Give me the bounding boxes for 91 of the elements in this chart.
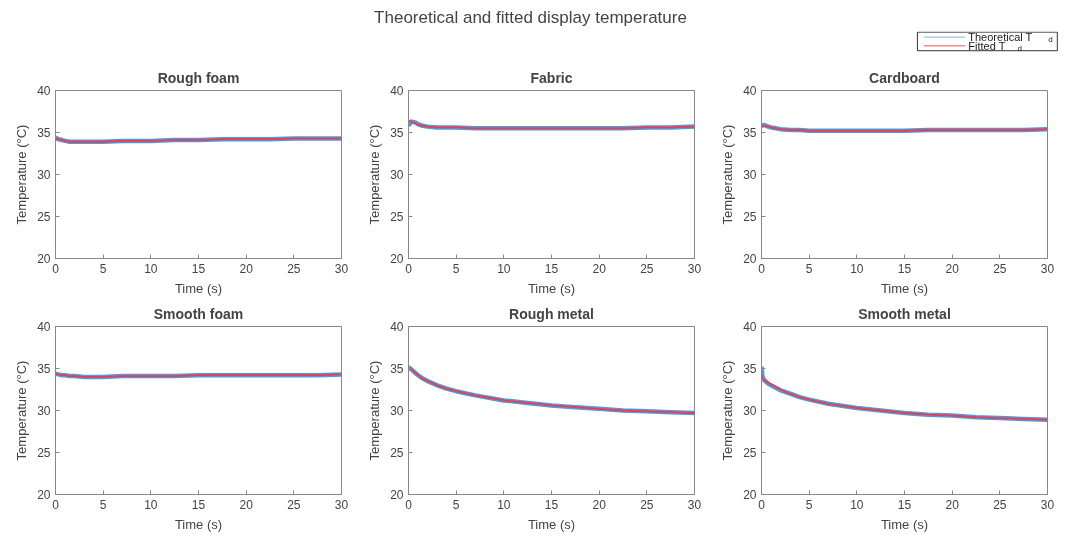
x-tick-label: 5 xyxy=(452,261,460,276)
chart-title: Fabric xyxy=(530,69,573,86)
x-tick-label: 25 xyxy=(640,497,654,512)
y-tick-label: 40 xyxy=(390,84,404,98)
x-tick-label: 15 xyxy=(897,497,912,512)
x-tick-label: 5 xyxy=(805,261,813,276)
x-tick-label: 10 xyxy=(850,497,864,512)
x-tick-label: 0 xyxy=(405,261,413,276)
x-tick-label: 0 xyxy=(52,261,60,276)
y-tick-label: 35 xyxy=(390,126,404,140)
y-tick-label: 40 xyxy=(390,320,404,334)
y-tick-label: 30 xyxy=(743,404,757,418)
x-tick-label: 20 xyxy=(592,261,607,276)
y-tick-label: 20 xyxy=(37,252,51,266)
x-tick-label: 10 xyxy=(144,261,158,276)
x-tick-label: 10 xyxy=(497,497,511,512)
x-tick-label: 15 xyxy=(544,497,559,512)
y-tick-label: 40 xyxy=(743,84,757,98)
x-tick-label: 15 xyxy=(191,497,206,512)
x-tick-label: 5 xyxy=(99,497,107,512)
y-tick-label: 25 xyxy=(390,210,404,224)
x-tick-label: 25 xyxy=(993,497,1007,512)
y-axis-title: Temperature (°C) xyxy=(367,124,383,225)
text: Theoretical and fitted display temperature xyxy=(374,7,687,27)
x-tick-label: 15 xyxy=(897,261,912,276)
y-tick-label: 30 xyxy=(390,404,404,418)
y-axis-title: Temperature (°C) xyxy=(367,360,383,461)
y-tick-label: 30 xyxy=(37,404,51,418)
x-tick-label: 20 xyxy=(592,497,607,512)
chart-title: Cardboard xyxy=(869,69,940,86)
x-tick-label: 0 xyxy=(758,497,766,512)
x-tick-label: 30 xyxy=(687,497,702,512)
chart-title: Smooth metal xyxy=(858,305,951,322)
chart-title: Rough metal xyxy=(509,305,594,322)
x-tick-label: 20 xyxy=(945,497,960,512)
y-axis-title: Temperature (°C) xyxy=(14,124,30,225)
y-tick-label: 25 xyxy=(390,446,404,460)
x-tick-label: 10 xyxy=(497,261,511,276)
x-axis-title: Time (s) xyxy=(174,280,223,296)
y-tick-label: 30 xyxy=(390,168,404,182)
y-tick-label: 40 xyxy=(743,320,757,334)
y-tick-label: 25 xyxy=(37,210,51,224)
x-tick-label: 30 xyxy=(687,261,702,276)
y-tick-label: 40 xyxy=(37,320,51,334)
x-tick-label: 15 xyxy=(191,261,206,276)
x-tick-label: 0 xyxy=(405,497,413,512)
y-tick-label: 35 xyxy=(390,362,404,376)
y-tick-label: 35 xyxy=(37,126,51,140)
y-tick-label: 25 xyxy=(743,446,757,460)
x-tick-label: 10 xyxy=(144,497,158,512)
x-tick-label: 10 xyxy=(850,261,864,276)
y-tick-label: 35 xyxy=(743,126,757,140)
x-axis-title: Time (s) xyxy=(527,280,576,296)
x-axis-title: Time (s) xyxy=(174,516,223,532)
x-tick-label: 25 xyxy=(993,261,1007,276)
y-tick-label: 20 xyxy=(37,488,51,502)
y-tick-label: 35 xyxy=(743,362,757,376)
y-tick-label: 20 xyxy=(743,488,757,502)
x-tick-label: 25 xyxy=(640,261,654,276)
x-tick-label: 25 xyxy=(287,497,301,512)
y-tick-label: 30 xyxy=(743,168,757,182)
x-tick-label: 30 xyxy=(334,261,349,276)
x-tick-label: 5 xyxy=(805,497,813,512)
y-tick-label: 20 xyxy=(390,488,404,502)
x-axis-title: Time (s) xyxy=(880,280,929,296)
x-axis-title: Time (s) xyxy=(880,516,929,532)
x-tick-label: 30 xyxy=(334,497,349,512)
x-tick-label: 25 xyxy=(287,261,301,276)
y-tick-label: 30 xyxy=(37,168,51,182)
y-tick-label: 35 xyxy=(37,362,51,376)
x-tick-label: 30 xyxy=(1040,261,1055,276)
x-tick-label: 15 xyxy=(544,261,559,276)
y-axis-title: Temperature (°C) xyxy=(14,360,30,461)
x-tick-label: 0 xyxy=(52,497,60,512)
x-tick-label: 20 xyxy=(945,261,960,276)
y-axis-title: Temperature (°C) xyxy=(720,360,736,461)
y-axis-title: Temperature (°C) xyxy=(720,124,736,225)
y-tick-label: 20 xyxy=(743,252,757,266)
y-tick-label: 20 xyxy=(390,252,404,266)
x-tick-label: 20 xyxy=(239,261,254,276)
x-tick-label: 5 xyxy=(99,261,107,276)
chart-title: Smooth foam xyxy=(153,305,244,322)
x-axis-title: Time (s) xyxy=(527,516,576,532)
y-tick-label: 25 xyxy=(743,210,757,224)
x-tick-label: 20 xyxy=(239,497,254,512)
x-tick-label: 0 xyxy=(758,261,766,276)
x-tick-label: 5 xyxy=(452,497,460,512)
x-tick-label: 30 xyxy=(1040,497,1055,512)
chart-title: Rough foam xyxy=(157,69,240,86)
y-tick-label: 40 xyxy=(37,84,51,98)
y-tick-label: 25 xyxy=(37,446,51,460)
